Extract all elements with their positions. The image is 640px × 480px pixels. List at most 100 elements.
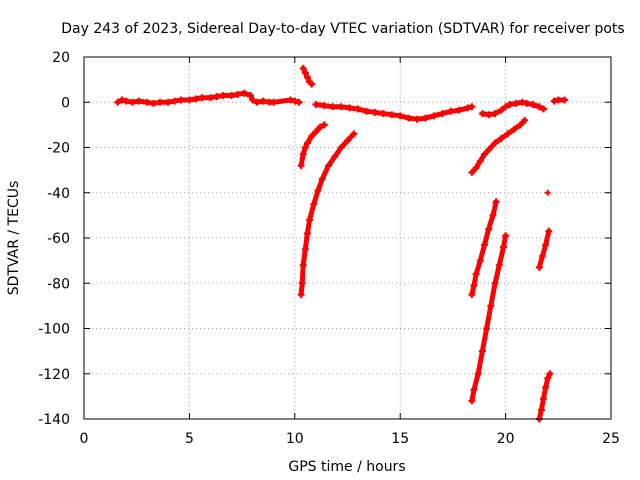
- data-point: [413, 115, 421, 123]
- data-point: [344, 137, 351, 145]
- series-2: [312, 101, 476, 123]
- data-point: [492, 198, 500, 206]
- series-12: [535, 370, 554, 423]
- data-point: [495, 261, 503, 269]
- data-point: [421, 114, 429, 122]
- data-point: [485, 225, 493, 233]
- data-point: [379, 110, 387, 118]
- data-point: [234, 90, 242, 98]
- data-point: [259, 97, 267, 105]
- data-point: [561, 96, 569, 104]
- x-tick-label: 25: [602, 431, 620, 447]
- data-point: [312, 101, 320, 109]
- x-tick-label: 15: [391, 431, 409, 447]
- data-point: [346, 104, 354, 112]
- data-point: [538, 252, 546, 260]
- data-point: [362, 107, 370, 115]
- data-point: [521, 116, 529, 124]
- data-point: [171, 97, 179, 105]
- data-point: [198, 94, 206, 102]
- data-point: [185, 96, 193, 104]
- plot-frame: [83, 56, 612, 420]
- chart-title: Day 243 of 2023, Sidereal Day-to-day VTE…: [61, 21, 624, 37]
- data-point: [192, 95, 200, 103]
- data-point: [337, 144, 345, 151]
- data-point: [491, 139, 499, 147]
- y-tick-label: -20: [47, 141, 70, 157]
- y-tick-label: -80: [47, 276, 70, 292]
- data-point: [143, 98, 151, 106]
- data-point: [122, 97, 130, 105]
- data-point: [310, 200, 318, 208]
- data-point: [318, 175, 326, 183]
- data-point: [523, 99, 531, 107]
- x-tick-label: 5: [185, 431, 194, 447]
- data-point: [118, 96, 126, 104]
- data-point: [303, 73, 311, 81]
- data-point: [114, 98, 122, 106]
- y-tick-label: -140: [38, 412, 70, 428]
- y-tick-label: -60: [47, 231, 70, 247]
- data-point: [297, 291, 305, 299]
- data-point: [478, 110, 486, 118]
- series-10: [535, 227, 553, 271]
- data-point: [544, 374, 552, 382]
- data-point: [472, 164, 480, 172]
- data-point: [320, 102, 328, 110]
- x-tick-label: 20: [497, 431, 515, 447]
- data-point: [550, 97, 558, 105]
- data-point: [135, 97, 143, 105]
- data-point: [502, 103, 510, 111]
- data-point: [489, 211, 497, 219]
- data-point: [554, 96, 562, 104]
- data-point: [405, 114, 413, 122]
- data-point: [240, 89, 248, 97]
- data-point: [535, 103, 543, 111]
- data-point: [478, 347, 486, 355]
- data-point: [540, 105, 548, 113]
- data-point: [455, 106, 463, 114]
- x-tick-labels: 0 5 10 15 20 25: [80, 431, 620, 447]
- data-point: [228, 91, 236, 99]
- data-point: [502, 232, 510, 240]
- data-point: [329, 103, 337, 111]
- series-11: [544, 189, 551, 196]
- data-point: [468, 397, 476, 405]
- data-point: [491, 110, 499, 118]
- data-point: [299, 150, 307, 158]
- data-point: [491, 279, 499, 287]
- series-0: [114, 89, 303, 107]
- data-point: [308, 80, 316, 88]
- data-point: [354, 105, 362, 113]
- series-3: [297, 121, 328, 170]
- data-point: [156, 98, 164, 106]
- data-point: [474, 370, 482, 378]
- y-tick-label: 20: [52, 50, 70, 66]
- data-point: [219, 91, 227, 99]
- series-6: [478, 98, 548, 119]
- series-trace: [469, 233, 509, 404]
- data-point: [299, 64, 307, 72]
- y-axis-label: SDTVAR / TECUs: [6, 181, 22, 296]
- data-point: [485, 111, 493, 119]
- grid: [84, 57, 611, 419]
- data-point: [297, 162, 305, 170]
- series-trace: [469, 117, 528, 175]
- data-point: [253, 98, 261, 106]
- series-trace: [298, 131, 357, 298]
- series-1: [299, 64, 316, 88]
- data-point: [468, 168, 476, 176]
- data-point: [518, 98, 526, 106]
- data-point: [485, 146, 493, 154]
- data-point: [396, 112, 404, 120]
- data-point: [299, 261, 307, 269]
- y-tick-label: -40: [47, 186, 70, 202]
- data-point: [464, 104, 472, 112]
- data-point: [247, 91, 255, 99]
- data-point: [350, 130, 358, 138]
- data-point: [206, 94, 214, 102]
- data-point: [481, 150, 489, 158]
- data-point: [506, 101, 514, 109]
- data-point: [150, 99, 158, 107]
